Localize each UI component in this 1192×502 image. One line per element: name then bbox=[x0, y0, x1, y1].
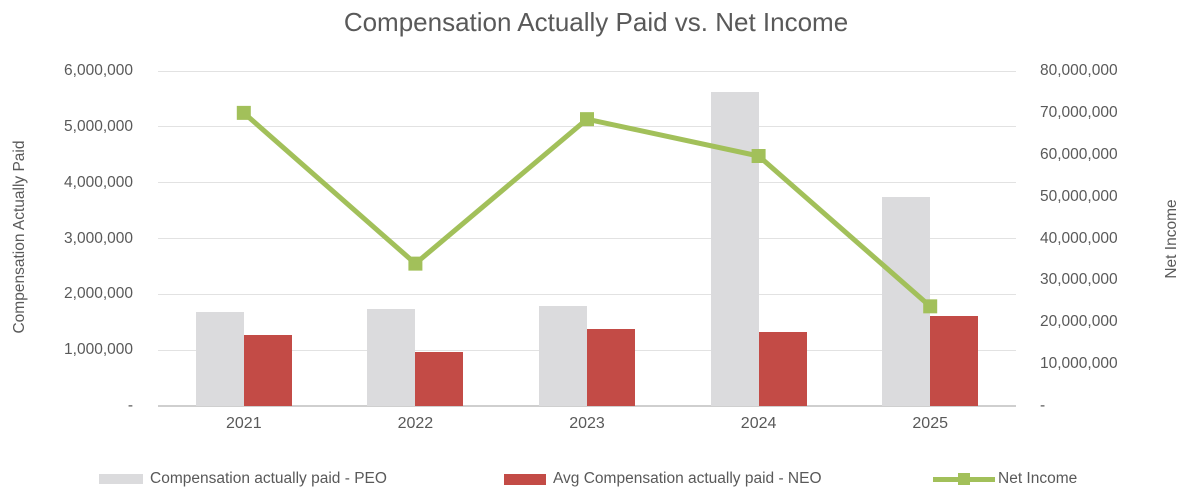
right-axis-tick: 30,000,000 bbox=[1040, 271, 1118, 289]
bar-peo bbox=[710, 92, 759, 406]
net-income-marker bbox=[236, 105, 251, 120]
net-income-marker bbox=[923, 299, 938, 314]
legend-label-neo: Avg Compensation actually paid - NEO bbox=[553, 470, 822, 487]
neo-bar-swatch bbox=[504, 473, 546, 485]
net-income-marker bbox=[408, 256, 423, 271]
gridline bbox=[158, 70, 1016, 72]
bar-peo bbox=[539, 305, 587, 406]
gridline bbox=[158, 182, 1016, 184]
chart-title: Compensation Actually Paid vs. Net Incom… bbox=[343, 7, 849, 37]
legend-label-peo: Compensation actually paid - PEO bbox=[150, 470, 387, 487]
gridline bbox=[158, 293, 1016, 295]
right-axis-tick: 20,000,000 bbox=[1040, 313, 1118, 331]
right-axis-tick: 60,000,000 bbox=[1040, 145, 1118, 163]
right-axis-tick: 10,000,000 bbox=[1040, 355, 1118, 373]
right-axis-tick: - bbox=[1040, 397, 1046, 414]
left-axis-tick: 3,000,000 bbox=[64, 229, 133, 247]
net-income-marker-swatch bbox=[958, 473, 970, 485]
net-income-line bbox=[242, 110, 932, 309]
left-axis-tick: 2,000,000 bbox=[64, 285, 133, 303]
legend-item-net-income: Net Income bbox=[933, 470, 1077, 488]
gridline bbox=[158, 126, 1016, 128]
left-axis-tick: 4,000,000 bbox=[64, 173, 133, 191]
bar-peo bbox=[367, 309, 416, 406]
peo-bar-swatch bbox=[99, 474, 143, 484]
bar-neo bbox=[758, 331, 807, 406]
net-income-line-swatch bbox=[933, 473, 995, 485]
right-axis-tick: 50,000,000 bbox=[1040, 187, 1118, 205]
bar-neo bbox=[243, 335, 292, 406]
x-axis-label: 2022 bbox=[397, 415, 434, 432]
x-axis-label: 2021 bbox=[226, 415, 262, 432]
bar-neo bbox=[587, 328, 635, 406]
net-income-marker bbox=[580, 112, 594, 127]
left-axis-tick: 5,000,000 bbox=[64, 117, 133, 135]
plot-area bbox=[158, 70, 1016, 407]
legend-label-net-income: Net Income bbox=[998, 470, 1078, 487]
net-income-marker bbox=[751, 149, 766, 164]
net-income-line-layer bbox=[236, 105, 938, 314]
right-axis-tick: 40,000,000 bbox=[1040, 229, 1118, 247]
left-axis-tick: - bbox=[127, 397, 133, 414]
x-axis-label: 2024 bbox=[740, 415, 777, 432]
legend-item-neo: Avg Compensation actually paid - NEO bbox=[504, 470, 822, 488]
right-axis-tick: 80,000,000 bbox=[1040, 62, 1118, 79]
left-axis-tick: 6,000,000 bbox=[64, 62, 133, 79]
bar-neo bbox=[930, 316, 979, 406]
right-axis-title: Net Income bbox=[1163, 199, 1180, 279]
legend-item-peo: Compensation actually paid - PEO bbox=[99, 470, 387, 488]
bar-peo bbox=[195, 311, 244, 406]
x-axis-label: 2023 bbox=[569, 415, 605, 432]
x-axis-line bbox=[158, 405, 1016, 407]
bar-neo bbox=[415, 351, 464, 406]
left-axis-tick: 1,000,000 bbox=[64, 341, 133, 359]
x-axis-label: 2025 bbox=[912, 415, 948, 432]
right-axis-tick: 70,000,000 bbox=[1040, 103, 1118, 121]
gridline bbox=[158, 238, 1016, 239]
